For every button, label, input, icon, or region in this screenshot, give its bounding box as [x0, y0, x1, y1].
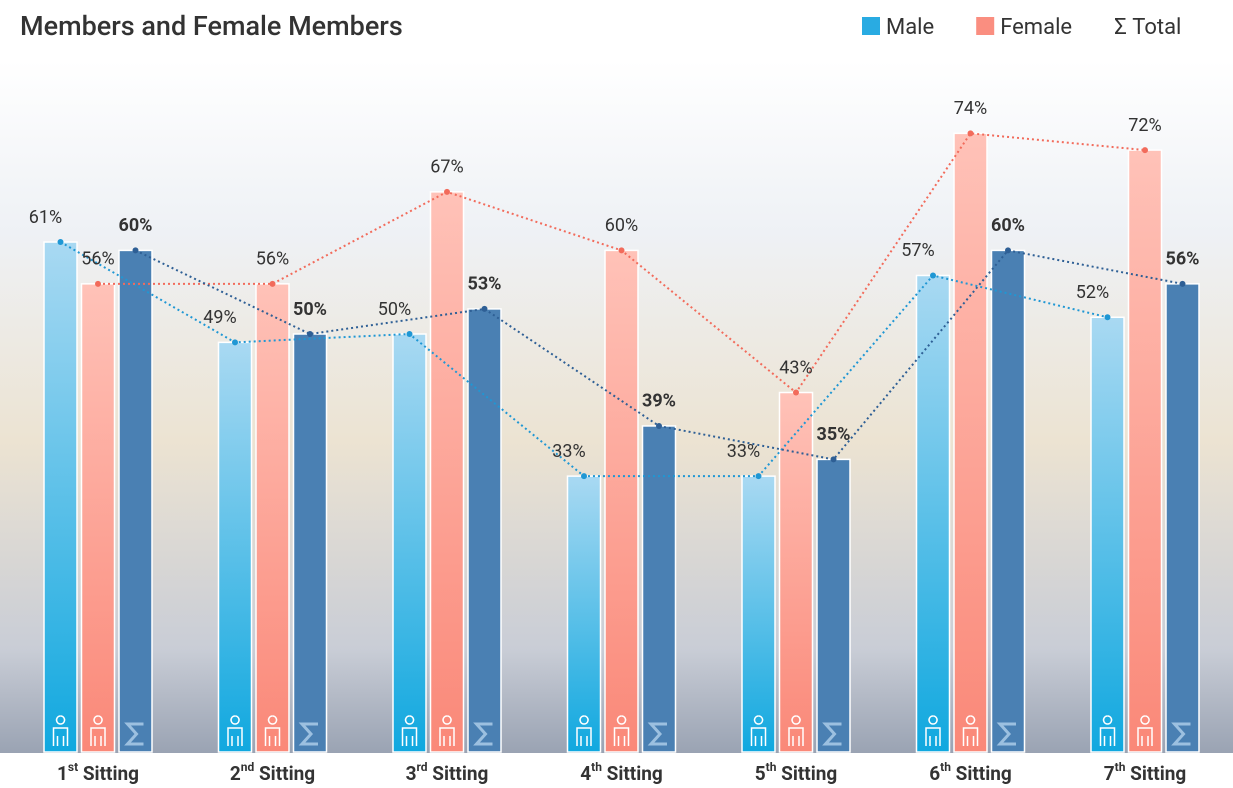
point: [1142, 147, 1148, 154]
value-label: 57%: [901, 240, 934, 261]
x-tick-label: 1st Sitting: [57, 760, 139, 785]
x-tick-label: 7th Sitting: [1104, 760, 1187, 785]
sigma-icon: [996, 722, 1016, 746]
value-label: 56%: [81, 249, 114, 270]
person-icon: [613, 715, 630, 746]
value-label: 60%: [119, 215, 153, 236]
bar: [741, 475, 776, 753]
bar: [915, 274, 951, 753]
legend-swatch: [862, 17, 880, 35]
bar: [641, 425, 677, 753]
value-label: 35%: [817, 424, 851, 445]
value-label: 50%: [293, 299, 327, 320]
bar: [778, 391, 814, 753]
person-icon: [576, 715, 592, 746]
person-icon: [750, 715, 767, 746]
bar: [292, 333, 328, 753]
x-tick-label: 6th Sitting: [929, 760, 1012, 785]
person-icon: [52, 715, 69, 746]
person-icon: [1137, 715, 1153, 746]
point: [1179, 280, 1186, 287]
value-label: 60%: [991, 215, 1025, 236]
value-label: 53%: [468, 274, 502, 295]
point: [793, 389, 799, 396]
sigma-icon: [822, 722, 842, 746]
chart-title: Members and Female Members: [20, 10, 403, 42]
value-label: 74%: [954, 98, 987, 119]
value-label: 49%: [203, 307, 236, 328]
person-icon: [264, 715, 281, 746]
point: [755, 473, 762, 480]
person-icon: [1099, 715, 1116, 746]
point: [232, 339, 238, 346]
person-icon: [401, 715, 418, 746]
bar: [604, 249, 639, 753]
bar: [1090, 316, 1125, 753]
x-tick-label: 2nd Sitting: [230, 760, 315, 785]
sigma-icon: [1171, 722, 1191, 746]
x-tick-label: 3rd Sitting: [406, 760, 489, 785]
point: [307, 331, 313, 337]
point: [967, 130, 974, 137]
bar: [953, 132, 988, 753]
bar: [255, 283, 290, 753]
point: [57, 239, 64, 246]
point: [132, 247, 139, 254]
bar: [1127, 149, 1163, 753]
bar: [566, 475, 602, 753]
point: [406, 331, 413, 337]
point: [444, 188, 450, 195]
value-label: 72%: [1128, 115, 1161, 136]
bar: [467, 308, 502, 753]
legend-label: Female: [1000, 15, 1072, 40]
x-tick-label: 5th Sitting: [755, 760, 838, 785]
point: [95, 280, 101, 287]
value-label: 50%: [378, 299, 411, 320]
x-tick-label: 4th Sitting: [580, 760, 663, 785]
point: [269, 280, 276, 287]
value-label: 33%: [727, 441, 760, 462]
value-label: 56%: [256, 249, 289, 270]
value-label: 39%: [642, 391, 676, 412]
value-label: 43%: [779, 357, 812, 378]
person-icon: [90, 715, 106, 746]
point: [1005, 247, 1011, 254]
bar: [43, 241, 78, 753]
value-label: 61%: [29, 207, 62, 228]
point: [481, 305, 488, 312]
point: [830, 456, 837, 463]
bar: [990, 249, 1026, 753]
bar: [429, 191, 465, 753]
sigma-icon: [124, 722, 144, 746]
value-label: 33%: [552, 441, 585, 462]
value-label: 52%: [1076, 282, 1109, 303]
legend-label: Male: [886, 15, 934, 40]
legend-swatch: [976, 17, 995, 35]
value-label: 67%: [430, 157, 463, 178]
person-icon: [788, 715, 804, 746]
bar: [217, 341, 253, 753]
sigma-icon: [647, 722, 667, 746]
person-icon: [227, 715, 243, 746]
value-label: 60%: [605, 215, 638, 236]
bar: [1165, 283, 1200, 753]
point: [930, 272, 936, 279]
point: [656, 422, 662, 429]
point: [581, 473, 587, 480]
bar: [816, 458, 851, 753]
person-icon: [439, 715, 455, 746]
bar: [392, 333, 427, 753]
bar: [118, 249, 153, 753]
person-icon: [962, 715, 979, 746]
point: [618, 247, 625, 254]
value-label: 56%: [1166, 249, 1200, 270]
sigma-icon: [298, 722, 318, 746]
bar: [80, 283, 116, 753]
sigma-icon: [473, 722, 493, 746]
legend-label: Σ Total: [1114, 15, 1181, 40]
point: [1104, 314, 1111, 321]
person-icon: [925, 715, 941, 746]
